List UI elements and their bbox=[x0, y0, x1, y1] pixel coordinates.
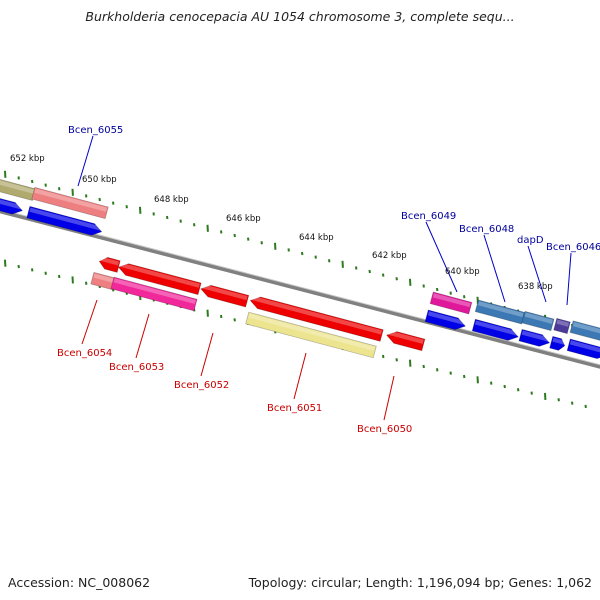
map-title: Burkholderia cenocepacia AU 1054 chromos… bbox=[85, 9, 515, 24]
callout-line bbox=[566, 252, 572, 306]
gene-block-blue-6049[interactable] bbox=[424, 309, 467, 332]
callout-line bbox=[81, 299, 98, 345]
scale-label: 646 kbp bbox=[226, 214, 261, 224]
gene-label[interactable]: Bcen_6046 bbox=[546, 242, 600, 253]
gene-label[interactable]: Bcen_6049 bbox=[401, 211, 456, 222]
chromosome-backbone bbox=[0, 208, 600, 369]
gene-block-bcen6049[interactable] bbox=[429, 291, 473, 315]
gene-label[interactable]: Bcen_6050 bbox=[357, 424, 412, 435]
callout-line bbox=[483, 234, 506, 303]
gene-block-bcen6051-arrow[interactable] bbox=[249, 295, 384, 342]
gene-label[interactable]: Bcen_6052 bbox=[174, 380, 229, 391]
accession-text: Accession: NC_008062 bbox=[8, 575, 151, 590]
scale-labels: 652 kbp 650 kbp 648 kbp 646 kbp 644 kbp 642 k… bbox=[10, 154, 553, 292]
gene-block-bcen6046[interactable] bbox=[569, 320, 600, 342]
gene-block-bcen6055[interactable] bbox=[31, 186, 109, 220]
scale-label: 640 kbp bbox=[445, 267, 480, 277]
gene-block-blue-dapd[interactable] bbox=[518, 328, 551, 348]
gene-block-olive[interactable] bbox=[0, 172, 37, 202]
gene-block-blue-6055[interactable] bbox=[26, 205, 104, 237]
genome-summary-text: Topology: circular; Length: 1,196,094 bp… bbox=[248, 575, 592, 590]
gene-block-bcen6048[interactable] bbox=[474, 299, 526, 325]
gene-block-blue-6048[interactable] bbox=[471, 318, 520, 342]
callout-line bbox=[425, 221, 458, 293]
gene-block-red-mid[interactable] bbox=[199, 283, 250, 308]
gene-features bbox=[0, 172, 600, 361]
callout-line bbox=[383, 375, 395, 421]
callout-line bbox=[527, 245, 547, 303]
gene-block-blue-left[interactable] bbox=[0, 195, 24, 217]
scale-label: 652 kbp bbox=[10, 154, 45, 164]
scale-label: 644 kbp bbox=[299, 233, 334, 243]
gene-labels: Bcen_6055 Bcen_6049Bcen_6048dapDBcen_6046… bbox=[57, 125, 600, 435]
gene-label[interactable]: Bcen_6055 bbox=[68, 125, 123, 136]
gene-block-red-small[interactable] bbox=[98, 256, 121, 273]
scale-label: 648 kbp bbox=[154, 195, 189, 205]
gene-label[interactable]: Bcen_6051 bbox=[267, 403, 322, 414]
gene-block-bcen6053[interactable] bbox=[110, 276, 198, 312]
gene-block-bcen6051[interactable] bbox=[245, 311, 377, 359]
gene-label[interactable]: Bcen_6054 bbox=[57, 348, 112, 359]
scale-label: 642 kbp bbox=[372, 251, 407, 261]
callout-line bbox=[77, 135, 94, 187]
callout-line bbox=[293, 352, 307, 400]
backbone-highlight bbox=[0, 208, 600, 366]
backbone-line bbox=[0, 209, 600, 369]
gene-block-blue-small[interactable] bbox=[549, 335, 567, 351]
gene-label-lines bbox=[77, 135, 572, 421]
callout-line bbox=[200, 332, 214, 377]
gene-block-blue-6046[interactable] bbox=[566, 338, 600, 361]
gene-block-bcen6052-arrow[interactable] bbox=[117, 261, 202, 296]
scale-label: 650 kbp bbox=[82, 175, 117, 185]
gene-block-dapd-dark[interactable] bbox=[553, 317, 571, 335]
scale-label: 638 kbp bbox=[518, 282, 553, 292]
gene-label[interactable]: dapD bbox=[517, 235, 544, 246]
gene-block-bcen6054[interactable] bbox=[90, 271, 116, 291]
gene-label[interactable]: Bcen_6048 bbox=[459, 224, 514, 235]
callout-line bbox=[135, 313, 150, 359]
gene-label[interactable]: Bcen_6053 bbox=[109, 362, 164, 373]
gene-block-bcen6050-arrow[interactable] bbox=[385, 329, 426, 352]
gene-block-dapd[interactable] bbox=[521, 310, 555, 332]
